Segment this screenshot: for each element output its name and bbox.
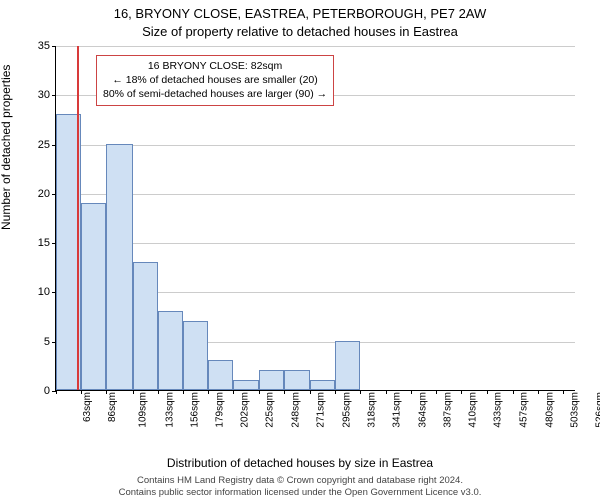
xtick-mark bbox=[259, 390, 260, 394]
xtick-label: 318sqm bbox=[367, 392, 378, 428]
xtick-mark bbox=[158, 390, 159, 394]
gridline bbox=[56, 46, 575, 47]
footer-line-1: Contains HM Land Registry data © Crown c… bbox=[0, 475, 600, 486]
histogram-bar bbox=[259, 370, 284, 390]
xtick-label: 503sqm bbox=[569, 392, 580, 428]
ytick-label: 5 bbox=[44, 336, 56, 348]
ytick-label: 0 bbox=[44, 385, 56, 397]
xtick-label: 271sqm bbox=[315, 392, 326, 428]
gridline bbox=[56, 145, 575, 146]
xtick-label: 86sqm bbox=[107, 392, 118, 422]
histogram-bar bbox=[335, 341, 360, 390]
ytick-label: 10 bbox=[38, 286, 56, 298]
xtick-mark bbox=[233, 390, 234, 394]
xtick-label: 202sqm bbox=[240, 392, 251, 428]
footer-line-2: Contains public sector information licen… bbox=[0, 487, 600, 498]
ytick-label: 30 bbox=[38, 89, 56, 101]
x-axis-label: Distribution of detached houses by size … bbox=[0, 456, 600, 470]
xtick-label: 109sqm bbox=[138, 392, 149, 428]
info-line-1: 16 BRYONY CLOSE: 82sqm bbox=[103, 59, 327, 73]
xtick-label: 410sqm bbox=[467, 392, 478, 428]
xtick-label: 133sqm bbox=[164, 392, 175, 428]
gridline bbox=[56, 194, 575, 195]
xtick-mark bbox=[563, 390, 564, 394]
xtick-mark bbox=[106, 390, 107, 394]
title-sub: Size of property relative to detached ho… bbox=[0, 24, 600, 39]
xtick-mark bbox=[513, 390, 514, 394]
footer: Contains HM Land Registry data © Crown c… bbox=[0, 475, 600, 498]
histogram-bar bbox=[233, 380, 258, 390]
xtick-mark bbox=[461, 390, 462, 394]
histogram-bar bbox=[158, 311, 183, 390]
histogram-bar bbox=[208, 360, 233, 390]
plot-area: 0510152025303563sqm86sqm109sqm133sqm156s… bbox=[55, 46, 575, 391]
xtick-label: 179sqm bbox=[215, 392, 226, 428]
xtick-mark bbox=[133, 390, 134, 394]
info-line-3: 80% of semi-detached houses are larger (… bbox=[103, 87, 327, 101]
histogram-bar bbox=[81, 203, 106, 390]
histogram-bar bbox=[183, 321, 208, 390]
histogram-bar bbox=[310, 380, 335, 390]
xtick-mark bbox=[487, 390, 488, 394]
chart-container: 16, BRYONY CLOSE, EASTREA, PETERBOROUGH,… bbox=[0, 0, 600, 500]
xtick-mark bbox=[310, 390, 311, 394]
xtick-label: 156sqm bbox=[189, 392, 200, 428]
xtick-label: 225sqm bbox=[265, 392, 276, 428]
xtick-mark bbox=[81, 390, 82, 394]
gridline bbox=[56, 243, 575, 244]
xtick-label: 526sqm bbox=[594, 392, 600, 428]
xtick-label: 433sqm bbox=[493, 392, 504, 428]
xtick-label: 457sqm bbox=[519, 392, 530, 428]
xtick-label: 387sqm bbox=[442, 392, 453, 428]
xtick-label: 248sqm bbox=[290, 392, 301, 428]
ytick-label: 35 bbox=[38, 40, 56, 52]
xtick-mark bbox=[411, 390, 412, 394]
xtick-mark bbox=[56, 390, 57, 394]
xtick-label: 341sqm bbox=[392, 392, 403, 428]
y-axis-label: Number of detached properties bbox=[0, 65, 13, 230]
xtick-mark bbox=[208, 390, 209, 394]
info-line-2: ← 18% of detached houses are smaller (20… bbox=[103, 73, 327, 87]
ytick-label: 25 bbox=[38, 139, 56, 151]
xtick-mark bbox=[183, 390, 184, 394]
xtick-mark bbox=[538, 390, 539, 394]
ytick-label: 15 bbox=[38, 237, 56, 249]
xtick-mark bbox=[284, 390, 285, 394]
xtick-label: 63sqm bbox=[82, 392, 93, 422]
info-box: 16 BRYONY CLOSE: 82sqm ← 18% of detached… bbox=[96, 55, 334, 106]
xtick-label: 364sqm bbox=[417, 392, 428, 428]
xtick-label: 480sqm bbox=[544, 392, 555, 428]
xtick-mark bbox=[436, 390, 437, 394]
histogram-bar bbox=[133, 262, 158, 390]
title-main: 16, BRYONY CLOSE, EASTREA, PETERBOROUGH,… bbox=[0, 6, 600, 21]
xtick-mark bbox=[360, 390, 361, 394]
xtick-mark bbox=[335, 390, 336, 394]
xtick-mark bbox=[386, 390, 387, 394]
marker-line bbox=[77, 46, 79, 390]
histogram-bar bbox=[106, 144, 132, 390]
ytick-label: 20 bbox=[38, 188, 56, 200]
xtick-label: 295sqm bbox=[342, 392, 353, 428]
histogram-bar bbox=[284, 370, 310, 390]
